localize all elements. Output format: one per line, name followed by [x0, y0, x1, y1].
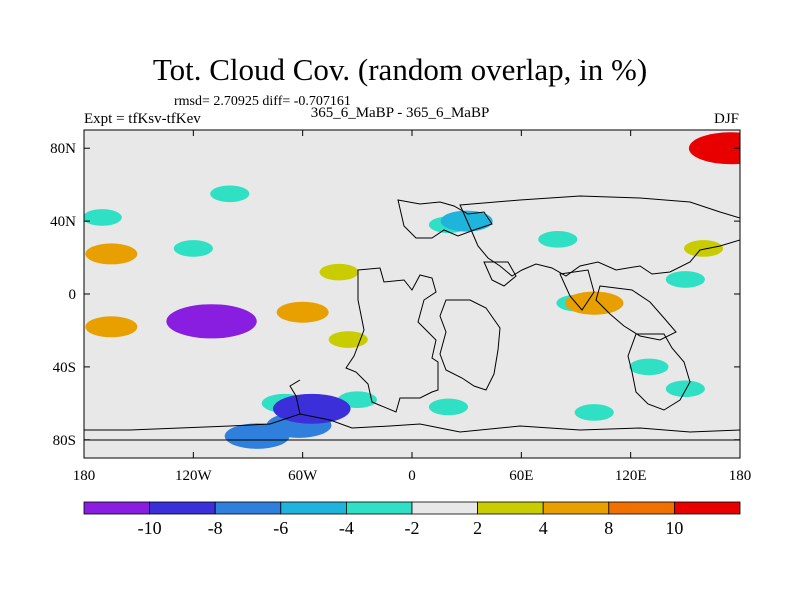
- anomaly-region: [166, 304, 257, 339]
- colorbar: -10 -8 -6 -4 -2 2 4 8 10: [83, 501, 741, 538]
- anomaly-region: [428, 398, 469, 416]
- colorbar-label: -8: [208, 518, 223, 538]
- y-tick-label: 0: [69, 287, 77, 303]
- coastline-southeast-asia: [595, 285, 677, 341]
- y-tick-label: 80N: [50, 141, 76, 157]
- anomaly-region: [538, 231, 578, 248]
- y-tick-label: 80S: [53, 433, 76, 449]
- anomaly-region: [210, 185, 250, 203]
- y-tick-label: 40S: [53, 360, 76, 376]
- colorbar-box: [83, 501, 150, 515]
- x-tick-label: 60E: [509, 468, 533, 484]
- x-tick-label: 120W: [175, 468, 213, 484]
- colorbar-box: [149, 501, 216, 515]
- colorbar-box: [674, 501, 741, 515]
- anomaly-region: [85, 243, 138, 265]
- experiment-label: Expt = tfKsv-tfKev: [84, 111, 201, 127]
- y-axis: 80N 40N 0 40S 80S: [50, 141, 740, 449]
- anomaly-region: [173, 240, 213, 257]
- x-tick-label: 60W: [288, 468, 318, 484]
- coastline-europe: [397, 199, 493, 239]
- coastline-layer: [84, 195, 740, 441]
- coastline-asia: [459, 195, 740, 277]
- anomaly-region: [665, 380, 705, 398]
- colorbar-box: [214, 501, 282, 515]
- anomaly-region: [328, 331, 368, 348]
- anomaly-layer: [84, 132, 740, 449]
- coastline-africa: [439, 299, 501, 391]
- x-tick-label: 180: [729, 468, 752, 484]
- chart-title: Tot. Cloud Cov. (random overlap, in %): [152, 52, 648, 87]
- chart-subtitle: 365_6_MaBP - 365_6_MaBP: [310, 105, 490, 121]
- x-axis: 180 120W 60W 0 60E 120E 180: [73, 130, 752, 484]
- anomaly-region: [85, 316, 138, 338]
- anomaly-region: [683, 240, 724, 257]
- colorbar-box: [280, 501, 347, 515]
- colorbar-label: 2: [473, 518, 482, 538]
- anomaly-region: [84, 209, 122, 226]
- colorbar-box: [477, 501, 544, 515]
- colorbar-box: [345, 501, 413, 515]
- coastline-south-america: [345, 267, 439, 413]
- coastline-arabia: [483, 261, 517, 287]
- coastline-antarctica: [84, 413, 740, 433]
- map-background: [84, 130, 740, 458]
- season-label: DJF: [713, 111, 739, 127]
- colorbar-label: -2: [405, 518, 420, 538]
- anomaly-region: [688, 132, 740, 165]
- rmsd-diff-stats: rmsd= 2.70925 diff= -0.707161: [174, 94, 351, 109]
- colorbar-label: -10: [138, 518, 162, 538]
- anomaly-region: [276, 301, 329, 323]
- colorbar-label: 8: [604, 518, 613, 538]
- colorbar-label: -6: [273, 518, 288, 538]
- colorbar-box: [608, 501, 675, 515]
- anomaly-region: [665, 271, 705, 288]
- coastline-india: [559, 269, 595, 311]
- y-tick-label: 40N: [50, 214, 76, 230]
- colorbar-label: 4: [539, 518, 548, 538]
- coastline-australia: [627, 333, 691, 411]
- colorbar-label: -4: [339, 518, 354, 538]
- anomaly-region: [574, 404, 614, 421]
- x-tick-label: 120E: [615, 468, 647, 484]
- anomaly-region: [565, 291, 624, 315]
- coastline-antarctic-peninsula: [289, 379, 301, 415]
- x-tick-label: 0: [408, 468, 416, 484]
- anomaly-region: [319, 263, 359, 281]
- anomaly-region: [224, 423, 290, 449]
- colorbar-box: [411, 501, 478, 515]
- anomaly-region: [629, 358, 669, 376]
- colorbar-label: 10: [665, 518, 683, 538]
- colorbar-box: [542, 501, 610, 515]
- x-tick-label: 180: [73, 468, 96, 484]
